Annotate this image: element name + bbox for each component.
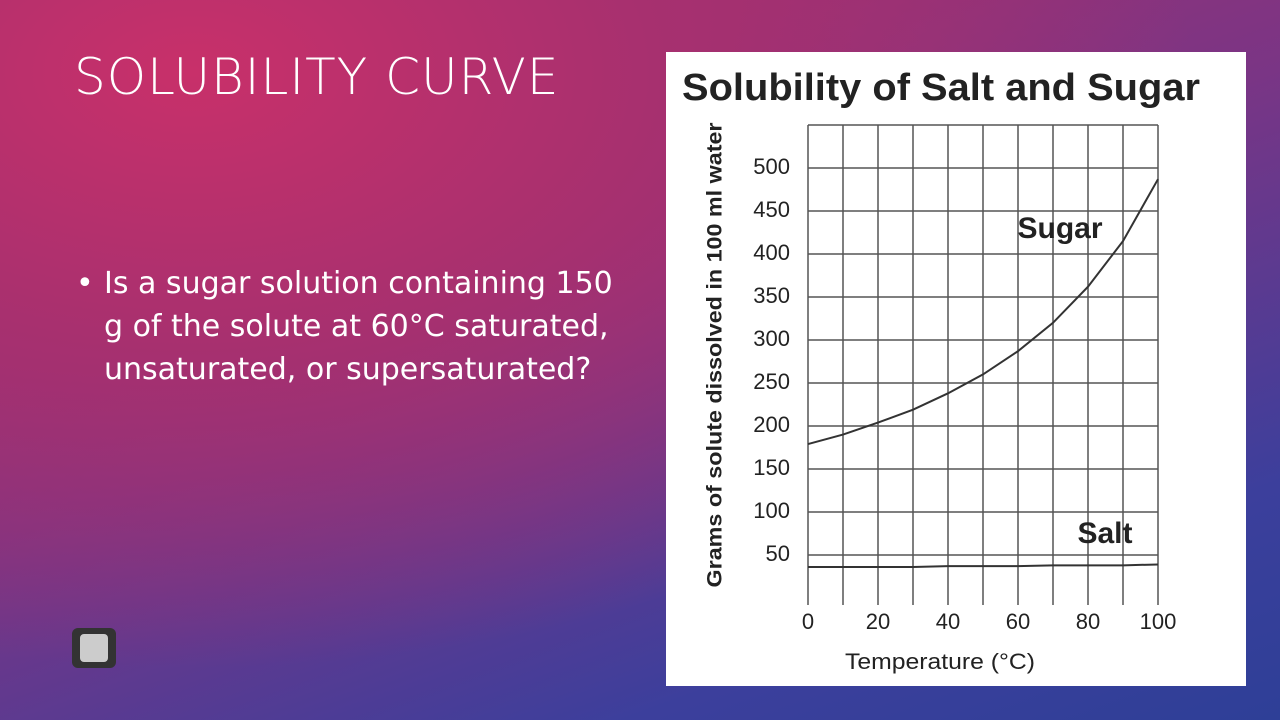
y-tick-label: 400: [753, 240, 790, 265]
x-tick-label: 20: [866, 609, 890, 634]
series-line: [807, 178, 1159, 446]
y-tick-label: 500: [753, 154, 790, 179]
series-line: [808, 563, 1159, 569]
chart-title: Solubility of Salt and Sugar: [682, 67, 1200, 109]
chart-panel: [666, 52, 1246, 686]
y-tick-label: 450: [753, 197, 790, 222]
bullet: Is a sugar solution containing 150 g of …: [76, 262, 614, 391]
y-tick-label: 150: [753, 455, 790, 480]
x-tick-label: 100: [1140, 609, 1177, 634]
x-axis-label: Temperature (°C): [845, 649, 1035, 674]
y-tick-label: 300: [753, 326, 790, 351]
y-tick-label: 200: [753, 412, 790, 437]
series-label: Salt: [1077, 517, 1132, 550]
x-tick-label: 40: [936, 609, 960, 634]
y-tick-label: 50: [766, 541, 790, 566]
stop-icon: [80, 634, 108, 662]
x-tick-label: 0: [802, 609, 814, 634]
x-tick-label: 60: [1006, 609, 1030, 634]
x-tick-label: 80: [1076, 609, 1100, 634]
stop-button[interactable]: [72, 628, 116, 668]
y-tick-label: 250: [753, 369, 790, 394]
y-axis-label: Grams of solute dissolved in 100 ml wate…: [704, 123, 727, 588]
bullet-list: Is a sugar solution containing 150 g of …: [76, 262, 614, 391]
series-label: Sugar: [1017, 212, 1102, 245]
y-tick-label: 100: [753, 498, 790, 523]
y-tick-label: 350: [753, 283, 790, 308]
slide-title: SOLUBILITY CURVE: [74, 48, 560, 106]
